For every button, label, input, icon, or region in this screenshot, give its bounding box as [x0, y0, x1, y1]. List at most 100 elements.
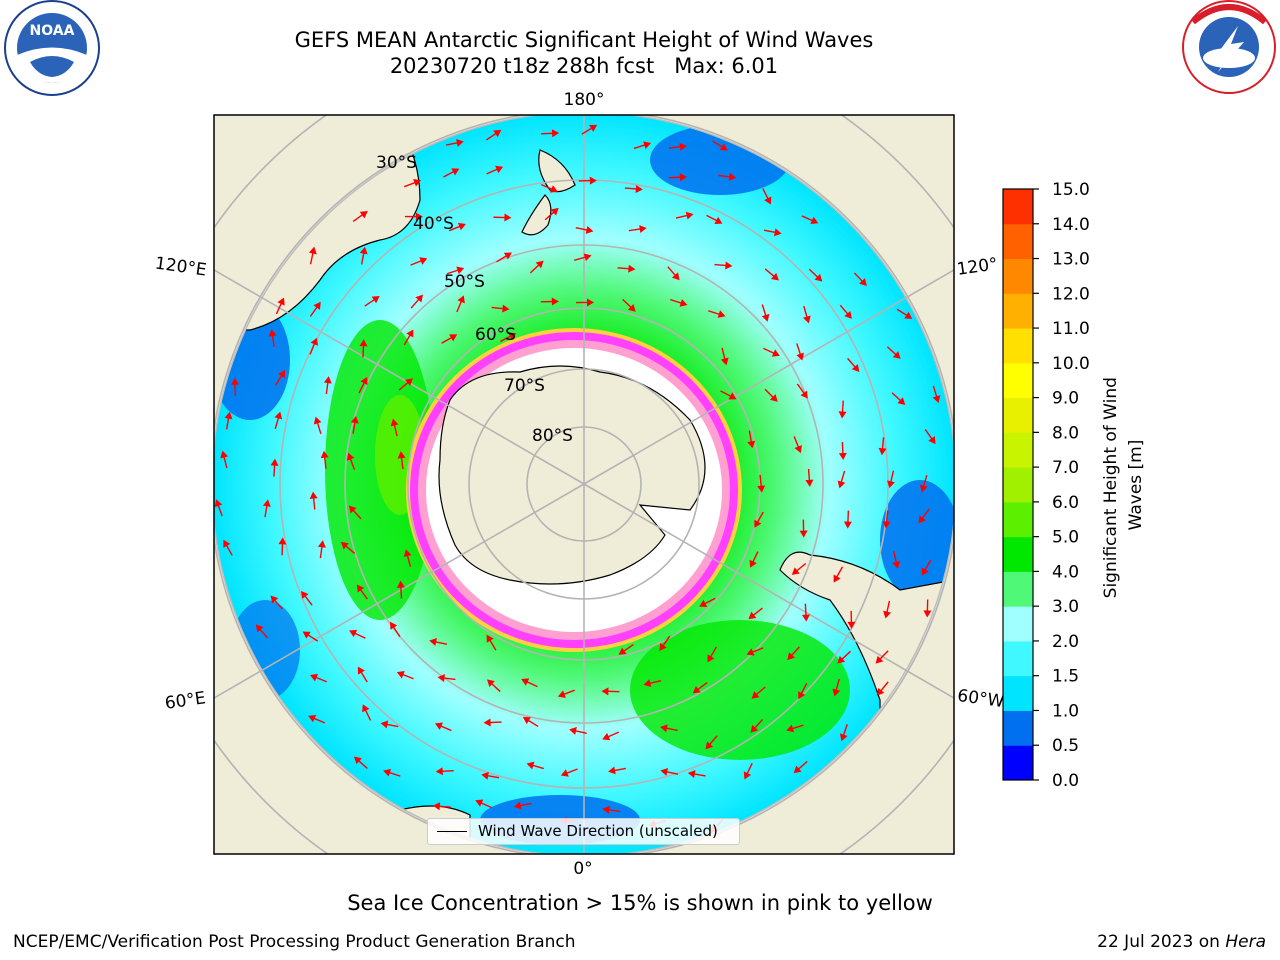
wave-direction-arrowhead	[750, 724, 759, 733]
wave-direction-arrowhead	[389, 621, 398, 630]
wave-direction-arrowhead	[799, 530, 808, 538]
wave-direction-arrowhead	[725, 261, 733, 270]
wave-direction-arrowhead	[320, 450, 329, 459]
wave-direction-arrowhead	[526, 761, 535, 770]
wave-direction-arrowhead	[791, 567, 800, 575]
wave-direction-arrowhead	[859, 278, 867, 286]
wave-direction-arrowhead	[786, 724, 795, 733]
noaa-logo: NOAA	[4, 0, 100, 96]
noaa-logo-text: NOAA	[30, 23, 75, 39]
wave-direction-arrowhead	[432, 802, 441, 811]
wave-direction-arrowhead	[348, 505, 357, 514]
colorbar-segment	[1003, 675, 1033, 711]
wave-direction-arrowhead	[371, 296, 380, 304]
colorbar-segment	[1003, 189, 1033, 225]
wave-direction-arrowhead	[798, 691, 806, 700]
wave-direction-arrowhead	[918, 515, 926, 524]
lat-label-80s: 80°S	[532, 426, 573, 446]
wave-direction-arrowhead	[359, 339, 368, 347]
lat-label-40s: 40°S	[413, 214, 454, 234]
colorbar-tick-label: 0.5	[1052, 736, 1079, 756]
wave-direction-arrowhead	[882, 521, 891, 529]
wave-direction-arrowhead	[743, 771, 752, 780]
wave-direction-arrowhead	[353, 756, 362, 765]
chart-subtitle: 20230720 t18z 288h fcst Max: 6.01	[389, 54, 779, 78]
colorbar-segment	[1003, 536, 1033, 572]
wave-direction-arrowhead	[639, 225, 647, 233]
wave-direction-arrowhead	[728, 392, 737, 400]
wave-direction-arrowhead	[773, 228, 782, 237]
wave-direction-arrowhead	[832, 688, 841, 697]
wave-direction-arrowhead	[671, 272, 680, 281]
map-plot	[214, 115, 954, 854]
footer-credit: NCEP/EMC/Verification Post Processing Pr…	[13, 932, 576, 952]
wave-direction-arrowhead	[800, 390, 808, 399]
wave-direction-arrowhead	[643, 141, 652, 149]
wave-direction-arrowhead	[435, 767, 443, 776]
wave-direction-arrowhead	[359, 246, 368, 255]
wave-direction-arrowhead	[628, 264, 636, 273]
wave-direction-arrowhead	[699, 599, 708, 607]
legend-line-swatch	[437, 831, 467, 832]
wave-direction-arrowhead	[220, 450, 229, 459]
wave-direction-arrowhead	[843, 521, 852, 529]
wave-direction-arrowhead	[679, 299, 688, 307]
wave-direction-arrowhead	[456, 266, 465, 275]
wave-direction-arrowhead	[350, 416, 359, 424]
colorbar-segment	[1003, 745, 1033, 781]
wave-direction-arrowhead	[481, 771, 489, 780]
wave-direction-arrowhead	[883, 610, 891, 619]
wave-direction-arrowhead	[451, 168, 460, 176]
sea-ice-caption: Sea Ice Concentration > 15% is shown in …	[347, 891, 933, 915]
wave-direction-arrowhead	[404, 378, 413, 386]
graticule	[214, 115, 954, 854]
wave-direction-arrowhead	[429, 638, 437, 646]
wave-direction-arrowhead	[346, 452, 355, 461]
wave-direction-arrowhead	[483, 718, 491, 727]
footer-machine: Hera	[1225, 932, 1266, 952]
wave-direction-arrowhead	[308, 246, 317, 255]
wave-direction-arrowhead	[360, 376, 368, 385]
colorbar-tick-label: 8.0	[1052, 423, 1079, 443]
wave-direction-arrowhead	[838, 452, 847, 461]
wave-direction-arrowhead	[932, 395, 941, 404]
wave-direction-arrowhead	[803, 315, 811, 324]
colorbar-tick-label: 6.0	[1052, 493, 1079, 513]
wave-direction-arrowhead	[904, 311, 913, 319]
wave-direction-arrowhead	[551, 297, 559, 306]
wave-direction-arrowhead	[396, 580, 405, 588]
colorbar-segment	[1003, 571, 1033, 607]
colorbar: 15.0 14.0 13.0 12.0 11.0 10.0 9.0 8.0 7.0 6.0 5.0 4…	[1002, 180, 1146, 791]
wave-direction-arrowhead	[457, 295, 465, 304]
wave-direction-arrowhead	[356, 584, 365, 593]
colorbar-segment	[1003, 223, 1033, 260]
colorbar-tick-label: 2.0	[1052, 632, 1079, 652]
wave-direction-arrowhead	[230, 377, 239, 385]
lat-label-30s: 30°S	[376, 153, 417, 173]
wave-direction-arrowhead	[340, 541, 349, 550]
colorbar-tick-label: 5.0	[1052, 528, 1079, 548]
wave-direction-arrowhead	[349, 629, 358, 638]
wave-direction-arrowhead	[643, 679, 652, 688]
footer-date-text: 22 Jul 2023 on	[1097, 932, 1226, 952]
map-legend: Wind Wave Direction (unscaled)	[427, 818, 740, 845]
wave-direction-arrowhead	[309, 491, 318, 499]
wave-direction-arrowhead	[685, 211, 694, 220]
wave-direction-arrowhead	[557, 690, 566, 698]
legend-label: Wind Wave Direction (unscaled)	[478, 822, 718, 840]
wave-direction-arrowhead	[923, 610, 932, 618]
wave-direction-arrowhead	[589, 176, 597, 185]
wave-direction-arrowhead	[277, 370, 286, 379]
wave-direction-arrowhead	[660, 768, 669, 776]
wave-direction-arrowhead	[223, 539, 231, 548]
wave-direction-arrowhead	[892, 561, 901, 569]
wave-direction-arrowhead	[214, 499, 223, 508]
wave-direction-arrowhead	[728, 172, 737, 181]
colorbar-tick-label: 3.0	[1052, 597, 1079, 617]
wave-direction-arrowhead	[504, 213, 512, 222]
wave-direction-arrowhead	[585, 226, 594, 234]
wave-direction-arrowhead	[396, 670, 405, 679]
wave-direction-arrowhead	[310, 673, 319, 682]
wave-direction-arrowhead	[602, 805, 610, 814]
wave-direction-arrowhead	[876, 687, 885, 696]
